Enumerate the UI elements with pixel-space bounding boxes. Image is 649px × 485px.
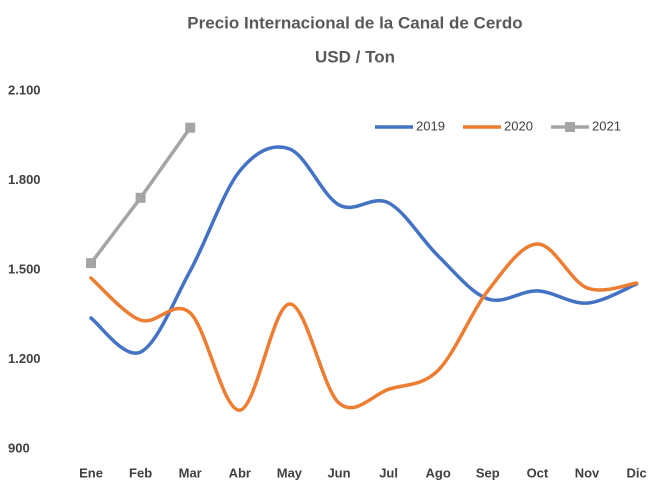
x-tick-label: Nov	[575, 465, 600, 480]
x-tick-label: Ene	[79, 465, 103, 480]
x-tick-label: Sep	[476, 465, 500, 480]
marker	[86, 258, 96, 269]
y-tick-label: 2.100	[8, 82, 41, 97]
x-tick-label: Jun	[327, 465, 350, 480]
y-tick-label: 900	[8, 440, 30, 455]
legend-marker	[565, 122, 575, 132]
chart-title: Precio Internacional de la Canal de Cerd…	[187, 13, 522, 32]
x-tick-label: Dic	[626, 465, 646, 480]
x-tick-label: Jul	[379, 465, 398, 480]
y-tick-label: 1.200	[8, 351, 41, 366]
legend-label: 2020	[504, 118, 533, 133]
y-tick-label: 1.500	[8, 261, 41, 276]
x-tick-label: Feb	[129, 465, 152, 480]
legend-label: 2019	[416, 118, 445, 133]
x-tick-label: Oct	[527, 465, 549, 480]
x-tick-label: Abr	[229, 465, 251, 480]
x-tick-label: Mar	[179, 465, 202, 480]
series-line	[89, 145, 639, 355]
legend-label: 2021	[592, 118, 621, 133]
marker	[135, 192, 146, 203]
y-tick-label: 1.800	[8, 172, 41, 187]
x-tick-label: May	[277, 465, 303, 480]
x-tick-label: Ago	[426, 465, 451, 480]
marker	[185, 122, 196, 133]
series-line	[89, 242, 639, 412]
chart-subtitle: USD / Ton	[315, 47, 395, 66]
